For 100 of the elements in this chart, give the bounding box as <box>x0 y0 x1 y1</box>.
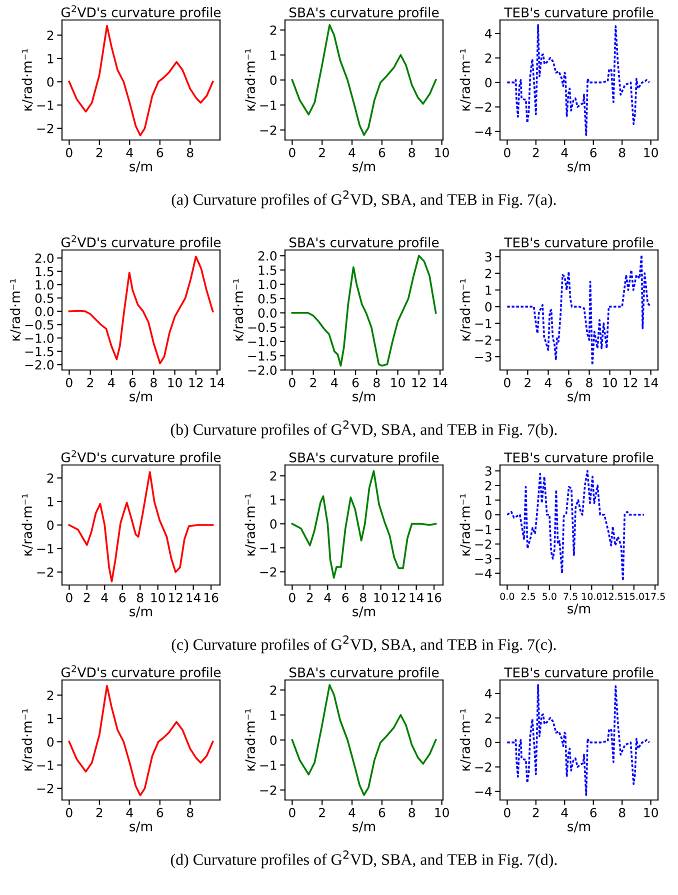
y-tick-label: 0.0 <box>35 306 54 316</box>
x-tick-label: 0 <box>66 148 72 158</box>
y-tick-label: −2 <box>37 124 54 134</box>
y-tick-label: 1 <box>48 54 54 64</box>
x-tick-label: 8 <box>150 378 157 388</box>
y-axis-title: κ/rad·m⁻¹ <box>244 494 256 556</box>
y-tick-label: 2 <box>47 473 54 483</box>
chart-title: G$^{2}$VD's curvature profile <box>61 5 221 20</box>
y-tick-label: 2 <box>270 471 276 481</box>
x-tick-label: 4 <box>348 808 356 818</box>
y-tick-label: −2.0 <box>248 365 277 375</box>
y-tick-label: −1.5 <box>248 351 276 361</box>
y-tick-label: 1 <box>48 714 54 724</box>
x-tick-label: 2 <box>96 148 102 158</box>
x-axis-title: s/m <box>130 162 152 172</box>
y-tick-label: 1.5 <box>36 266 54 276</box>
x-axis-title: s/m <box>568 604 590 614</box>
y-tick-label: −2 <box>37 784 54 794</box>
x-axis-title: s/m <box>352 822 375 832</box>
y-tick-label: −1 <box>475 525 492 534</box>
chart-title: SBA's curvature profile <box>290 452 439 465</box>
y-tick-label: 0 <box>47 77 54 87</box>
x-tick-label: 10.0 <box>582 592 602 600</box>
x-tick-label: 17.5 <box>645 592 665 600</box>
x-tick-label: 2 <box>319 148 325 158</box>
line-series <box>506 24 650 136</box>
y-tick-label: −2 <box>475 539 492 549</box>
y-tick-label: 1 <box>486 286 492 295</box>
x-tick-label: 4 <box>108 378 115 388</box>
line-series <box>506 684 650 796</box>
x-tick-label: 10 <box>151 592 165 602</box>
y-tick-label: −2 <box>475 762 492 772</box>
y-tick-label: 2 <box>270 25 276 35</box>
x-axis-title: s/m <box>130 606 152 618</box>
line-series <box>291 684 437 796</box>
x-tick-label: 8 <box>187 148 194 158</box>
chart-title: G$^{2}$VD's curvature profile <box>61 665 221 680</box>
y-tick-label: −2 <box>260 567 276 577</box>
x-tick-label: 2 <box>532 148 539 158</box>
x-tick-label: 10 <box>435 148 449 158</box>
y-axis-title: κ/rad·m⁻¹ <box>22 709 34 770</box>
y-tick-label: 0 <box>47 737 54 747</box>
line-series <box>68 471 214 582</box>
x-tick-label: 0 <box>289 808 296 818</box>
x-tick-label: 2 <box>306 592 313 602</box>
x-tick-label: 10 <box>435 808 449 818</box>
x-tick-label: 10 <box>644 148 658 158</box>
x-tick-label: 8 <box>360 592 366 602</box>
y-axis-title: κ/rad·m⁻¹ <box>244 49 256 110</box>
y-tick-label: −0.5 <box>25 320 54 330</box>
y-tick-label: −2 <box>475 102 492 112</box>
x-tick-label: 8 <box>187 808 194 818</box>
x-tick-label: 5.0 <box>542 592 556 600</box>
x-tick-label: 14 <box>186 593 201 602</box>
x-axis-title: s/m <box>130 822 152 832</box>
line-series <box>506 254 652 366</box>
y-tick-label: −1.0 <box>248 336 277 346</box>
x-tick-label: 0 <box>504 378 510 388</box>
text: (d) Curvature profiles of G$^{2}$VD, SBA, and TEB in Fig. 7(d). <box>170 850 557 868</box>
y-tick-label: 2.0 <box>35 253 54 263</box>
x-tick-label: 2 <box>524 378 530 388</box>
y-tick-label: 0 <box>485 738 492 748</box>
y-tick-label: −0.5 <box>248 322 276 332</box>
x-tick-label: 14 <box>433 378 448 388</box>
x-tick-label: 0 <box>66 378 72 388</box>
text: (c) Curvature profiles of G$^{2}$VD, SBA, and TEB in Fig. 7(c). <box>172 635 556 654</box>
y-tick-label: −1 <box>260 543 276 553</box>
y-tick-label: −1.0 <box>25 333 54 343</box>
y-tick-label: −4 <box>475 787 492 796</box>
x-tick-label: 8 <box>618 148 626 158</box>
x-tick-label: 4 <box>331 378 338 388</box>
y-tick-label: 2 <box>485 480 492 490</box>
x-tick-label: 4 <box>561 148 568 158</box>
x-tick-label: 6 <box>156 148 164 158</box>
y-axis-title: κ/rad·m⁻¹ <box>232 279 244 340</box>
y-tick-label: 1.0 <box>36 280 54 290</box>
line-series <box>68 24 214 136</box>
y-tick-label: 2 <box>270 685 276 695</box>
x-axis-title: s/m <box>352 606 375 618</box>
y-tick-label: 0 <box>47 520 54 530</box>
y-tick-label: −3 <box>475 554 492 564</box>
y-tick-label: 0 <box>485 510 492 520</box>
line-series <box>291 254 437 367</box>
y-tick-label: 1 <box>486 496 492 505</box>
chart-title: TEB's curvature profile <box>504 452 654 465</box>
line-series <box>291 470 437 579</box>
x-tick-label: 0 <box>66 592 72 602</box>
y-tick-label: 2 <box>485 268 492 278</box>
y-tick-label: 4 <box>485 29 492 38</box>
y-tick-label: 0.5 <box>258 294 276 304</box>
x-tick-label: 2 <box>87 378 94 388</box>
x-tick-label: 8 <box>586 378 592 388</box>
x-tick-label: 10 <box>391 378 405 388</box>
line-series <box>506 470 645 582</box>
x-tick-label: 6 <box>378 148 386 158</box>
x-tick-label: 14 <box>210 378 224 388</box>
text: (a) Curvature profiles of G$^{2}$VD, SBA, and TEB in Fig. 7(a). <box>172 190 556 208</box>
x-tick-label: 12 <box>412 378 426 388</box>
y-tick-label: 1 <box>270 495 276 505</box>
x-tick-label: 8 <box>408 148 415 158</box>
